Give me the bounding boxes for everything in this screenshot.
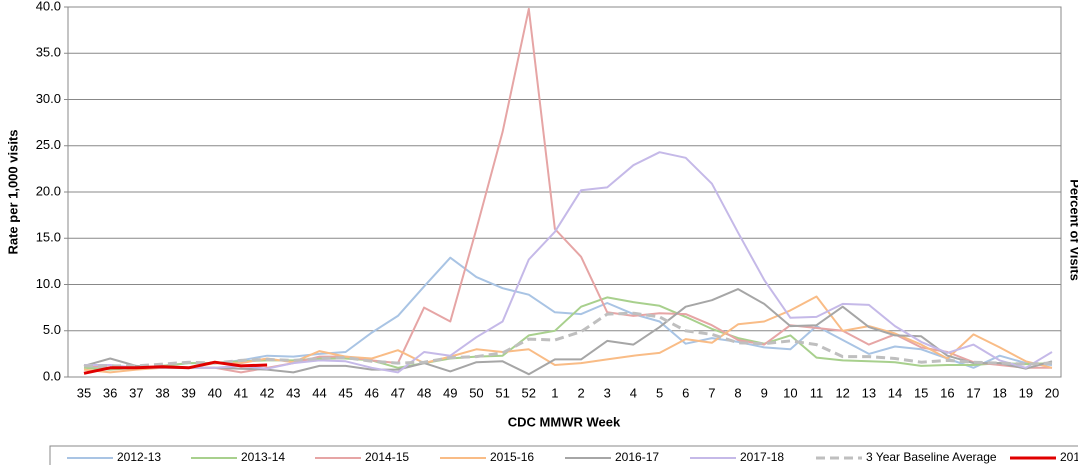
- x-tick-label: 42: [260, 385, 274, 400]
- x-tick-label: 40: [208, 385, 222, 400]
- y-tick-label: 10.0: [36, 276, 61, 291]
- legend-text: 2016-17: [615, 450, 659, 464]
- x-tick-label: 51: [495, 385, 509, 400]
- y-tick-label: 15.0: [36, 230, 61, 245]
- x-tick-label: 50: [469, 385, 483, 400]
- y-tick-label: 0.0: [43, 368, 61, 383]
- legend-text: 2013-14: [241, 450, 285, 464]
- x-tick-label: 52: [522, 385, 536, 400]
- y2-axis-title: Percent of Visits: [1068, 179, 1078, 281]
- x-tick-label: 11: [810, 385, 824, 400]
- y-axis-title: Rate per 1,000 visits: [5, 129, 20, 254]
- x-tick-label: 35: [77, 385, 91, 400]
- y-tick-label: 40.0: [36, 0, 61, 13]
- x-tick-label: 2: [577, 385, 584, 400]
- x-tick-label: 4: [630, 385, 637, 400]
- x-tick-label: 9: [761, 385, 768, 400]
- x-tick-label: 13: [862, 385, 876, 400]
- x-tick-label: 18: [992, 385, 1006, 400]
- x-tick-label: 15: [914, 385, 928, 400]
- legend-text: 2012-13: [117, 450, 161, 464]
- x-tick-label: 14: [888, 385, 902, 400]
- x-tick-label: 37: [129, 385, 143, 400]
- legend-text: 2018-19: [1060, 450, 1078, 464]
- legend-text: 3 Year Baseline Average: [866, 450, 997, 464]
- x-tick-label: 39: [181, 385, 195, 400]
- x-tick-label: 5: [656, 385, 663, 400]
- legend-text: 2014-15: [365, 450, 409, 464]
- x-tick-label: 1: [551, 385, 558, 400]
- y-tick-label: 25.0: [36, 137, 61, 152]
- x-tick-label: 6: [682, 385, 689, 400]
- x-tick-label: 49: [443, 385, 457, 400]
- x-tick-label: 12: [835, 385, 849, 400]
- series-line: [83, 256, 1053, 369]
- x-tick-label: 46: [365, 385, 379, 400]
- x-tick-label: 10: [783, 385, 797, 400]
- y-tick-label: 30.0: [36, 91, 61, 106]
- x-tick-label: 19: [1019, 385, 1033, 400]
- x-tick-label: 48: [417, 385, 431, 400]
- x-axis-title: CDC MMWR Week: [508, 414, 621, 429]
- legend-text: 2017-18: [740, 450, 784, 464]
- y-tick-label: 20.0: [36, 183, 61, 198]
- x-tick-label: 17: [966, 385, 980, 400]
- x-tick-label: 16: [940, 385, 954, 400]
- series-line: [83, 360, 268, 375]
- x-tick-label: 20: [1045, 385, 1059, 400]
- x-tick-label: 3: [604, 385, 611, 400]
- x-tick-label: 36: [103, 385, 117, 400]
- x-tick-label: 8: [734, 385, 741, 400]
- x-tick-label: 38: [155, 385, 169, 400]
- x-tick-label: 45: [338, 385, 352, 400]
- series-line: [83, 288, 1053, 376]
- x-tick-label: 47: [391, 385, 405, 400]
- series-line: [83, 295, 1053, 374]
- x-tick-label: 7: [708, 385, 715, 400]
- series-line: [84, 311, 1053, 368]
- x-tick-label: 43: [286, 385, 300, 400]
- legend-box: [49, 445, 1078, 465]
- x-tick-label: 41: [234, 385, 248, 400]
- legend-text: 2015-16: [490, 450, 534, 464]
- y-tick-label: 5.0: [43, 322, 61, 337]
- series-line: [83, 7, 1052, 374]
- y-tick-label: 35.0: [36, 45, 61, 60]
- x-tick-label: 44: [312, 385, 326, 400]
